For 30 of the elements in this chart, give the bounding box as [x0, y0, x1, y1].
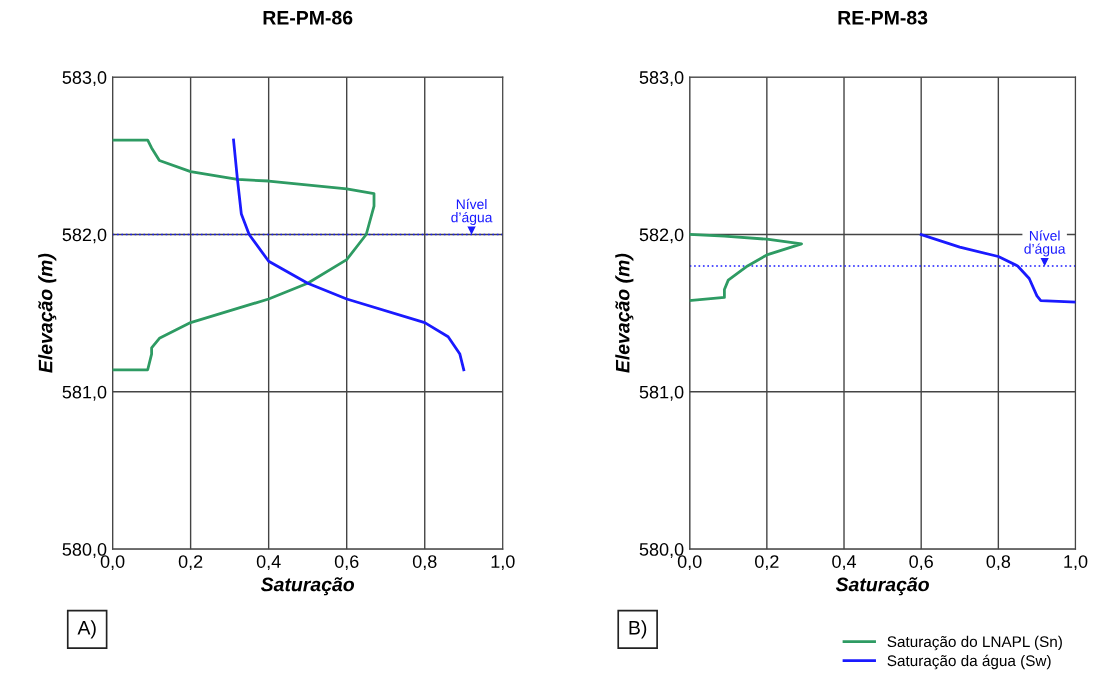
line-series — [112, 138, 376, 372]
legend-label: Saturação da água (Sw) — [887, 654, 1051, 670]
x-tick-label: 0,2 — [178, 555, 203, 571]
ref-line-label: Nível d’água — [1024, 230, 1066, 257]
x-tick-label: 0,2 — [755, 555, 779, 571]
x-axis-title: Saturação — [835, 577, 929, 596]
x-axis-title: Saturação — [260, 577, 355, 596]
y-axis-title: Elevação (m) — [615, 253, 634, 373]
y-tick-label: 583,0 — [639, 71, 684, 87]
x-tick-label: 0,8 — [412, 555, 437, 571]
y-axis-title: Elevação (m) — [38, 253, 57, 373]
x-tick-label: 0,4 — [256, 555, 281, 571]
x-tick-label: 0,6 — [909, 555, 933, 571]
ref-line-label: Nível d’água — [451, 198, 493, 226]
text: B) — [629, 620, 647, 639]
x-tick-label: 1,0 — [1064, 555, 1088, 571]
y-tick-label: 581,0 — [62, 385, 107, 401]
chart-title: RE-PM-86 — [263, 10, 353, 25]
y-tick-label: 583,0 — [62, 71, 107, 87]
legend-label: Saturação do LNAPL (Sn) — [887, 635, 1062, 651]
x-tick-label: 1,0 — [491, 555, 515, 571]
chart-title: RE-PM-83 — [838, 10, 928, 25]
x-tick-label: 0,6 — [334, 555, 359, 571]
y-tick-label: 582,0 — [62, 228, 107, 244]
x-tick-label: 0,8 — [986, 555, 1011, 571]
text: A) — [77, 620, 96, 639]
x-tick-label: 0,4 — [832, 555, 857, 571]
y-tick-label: 582,0 — [639, 228, 684, 244]
line-series — [689, 233, 803, 302]
y-tick-label: 581,0 — [639, 385, 684, 401]
